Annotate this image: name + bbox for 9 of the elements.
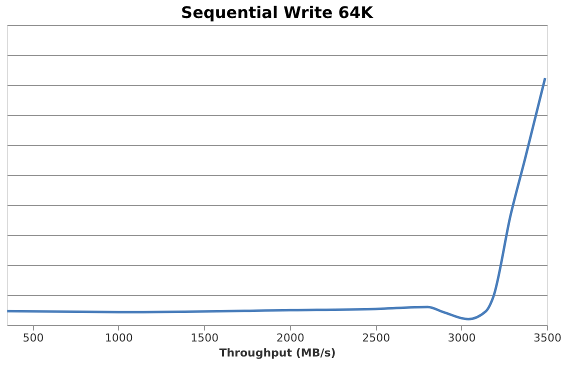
x-tick-label: 2500 bbox=[362, 332, 390, 344]
x-tick-label: 1000 bbox=[104, 332, 133, 344]
chart-title: Sequential Write 64K bbox=[181, 3, 374, 22]
x-tick-label: 2000 bbox=[276, 332, 304, 344]
x-tick-label: 1500 bbox=[190, 332, 219, 344]
x-tick-label: 3000 bbox=[448, 332, 476, 344]
x-tick-label: 3500 bbox=[534, 332, 562, 344]
x-tick-label: 500 bbox=[22, 332, 44, 344]
x-axis-title: Throughput (MB/s) bbox=[219, 346, 336, 360]
